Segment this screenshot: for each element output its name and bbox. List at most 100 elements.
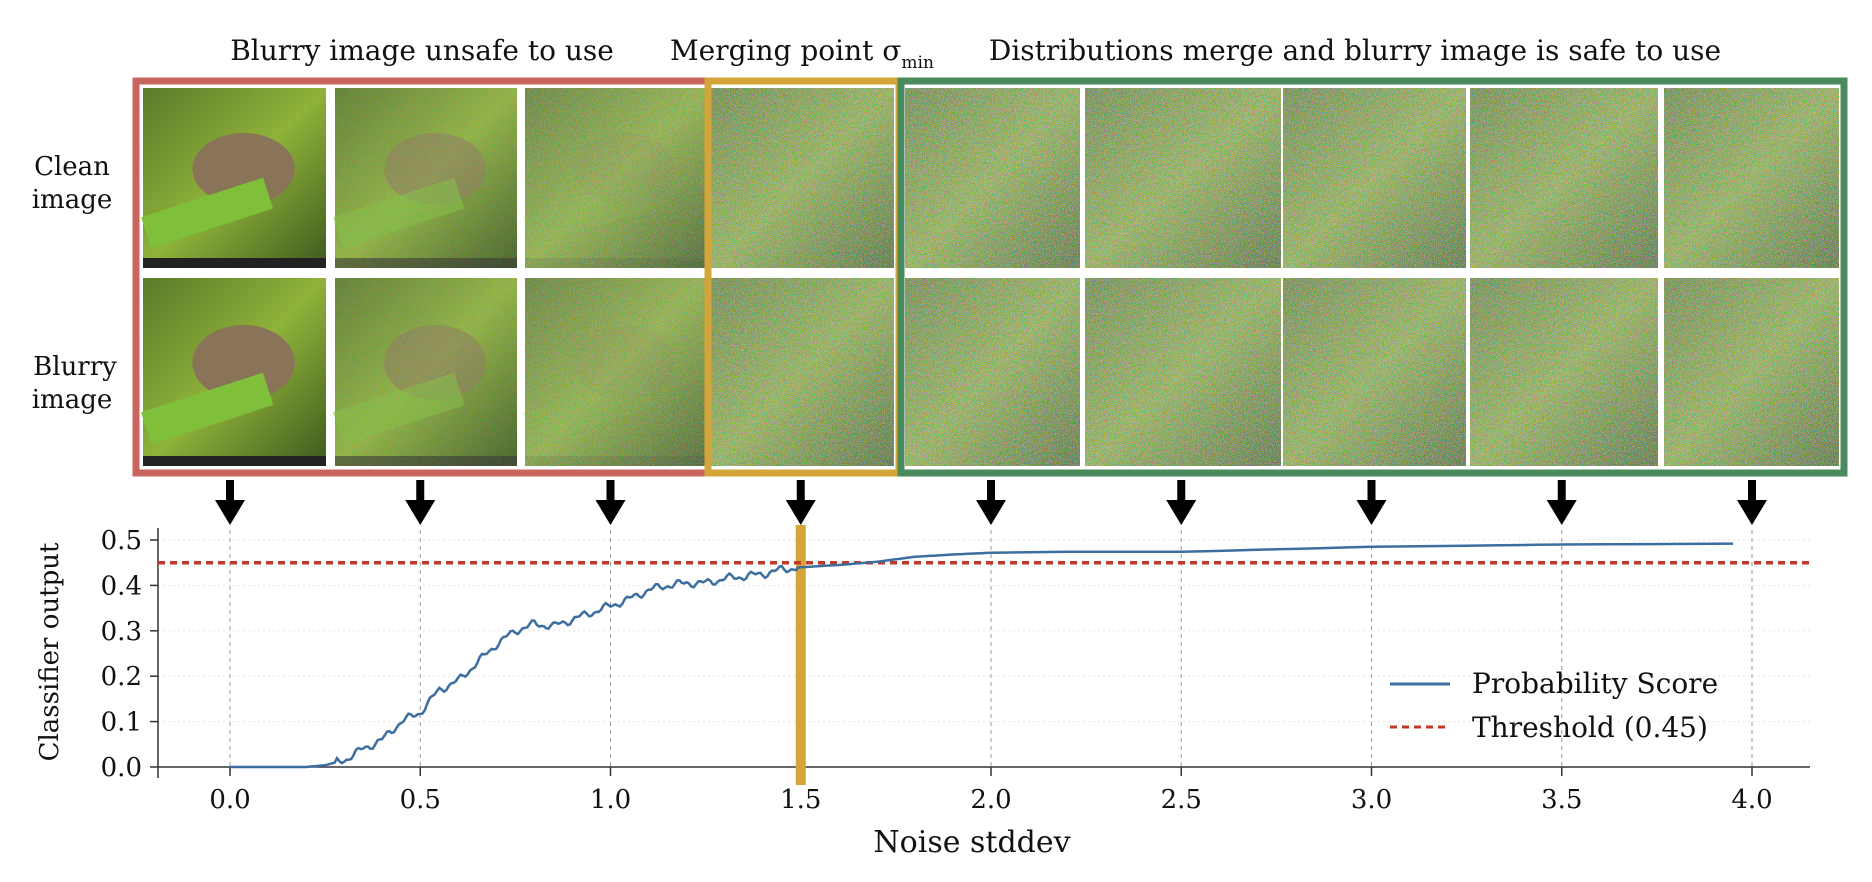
blurry-row-label-line2: image bbox=[32, 385, 113, 415]
legend: Probability Score Threshold (0.45) bbox=[1390, 667, 1718, 744]
arrow-shaft bbox=[1748, 480, 1756, 508]
noise-overlay bbox=[1085, 88, 1281, 268]
noise-overlay bbox=[711, 278, 894, 466]
leaf-shape bbox=[141, 372, 274, 445]
clean-image-tile bbox=[711, 88, 894, 268]
blurry-image-tile bbox=[333, 278, 517, 466]
arrow-head bbox=[785, 500, 816, 525]
arrow-head bbox=[215, 500, 245, 525]
arrow-head bbox=[1356, 500, 1387, 525]
blurry-image-tile bbox=[141, 278, 326, 466]
x-tick-label: 3.5 bbox=[1541, 785, 1582, 815]
arrow-shaft bbox=[1557, 480, 1566, 508]
down-arrow-icon bbox=[1356, 480, 1387, 525]
y-tick-label: 0.5 bbox=[101, 526, 142, 556]
frog-shape bbox=[192, 325, 295, 401]
blurry-image-tile bbox=[1664, 278, 1839, 466]
arrow-shaft bbox=[606, 480, 615, 508]
merge-point-bar bbox=[795, 525, 806, 785]
blurry-image-tile bbox=[1283, 278, 1466, 466]
x-tick-label: 3.0 bbox=[1351, 785, 1392, 815]
clean-image-tile bbox=[1664, 88, 1839, 268]
noise-overlay bbox=[1470, 278, 1658, 466]
x-tick-label: 1.0 bbox=[590, 785, 631, 815]
blurry-image-tile bbox=[1470, 278, 1658, 466]
down-arrow-icon bbox=[785, 480, 816, 525]
arrow-shaft bbox=[987, 480, 995, 508]
down-arrow-icon bbox=[1166, 480, 1197, 525]
noise-overlay bbox=[1664, 278, 1839, 466]
arrow-shaft bbox=[416, 480, 425, 508]
y-tick-label: 0.1 bbox=[101, 708, 142, 738]
noise-overlay bbox=[711, 88, 894, 268]
legend-label-probability: Probability Score bbox=[1472, 667, 1718, 700]
y-tick-label: 0.0 bbox=[101, 753, 142, 783]
down-arrow-icon bbox=[215, 480, 245, 525]
probability-score-line bbox=[230, 542, 1734, 769]
y-tick-label: 0.4 bbox=[101, 571, 142, 601]
down-arrow-icon bbox=[1546, 480, 1577, 525]
legend-label-threshold: Threshold (0.45) bbox=[1472, 711, 1708, 744]
x-tick-label: 4.0 bbox=[1731, 785, 1772, 815]
merge-title-subscript: min bbox=[901, 53, 934, 73]
clean-image-tile bbox=[523, 88, 706, 268]
clean-image-tile bbox=[1283, 88, 1466, 268]
caption-strip bbox=[143, 258, 326, 268]
x-axis-label: Noise stddev bbox=[873, 825, 1070, 860]
x-tick-label: 2.5 bbox=[1161, 785, 1202, 815]
arrow-shaft bbox=[226, 480, 234, 508]
clean-row-label-line1: Clean bbox=[34, 152, 110, 182]
noise-overlay bbox=[335, 88, 517, 268]
merge-region-title: Merging point σmin bbox=[670, 34, 934, 73]
noise-overlay bbox=[1664, 88, 1839, 268]
safe-region-title: Distributions merge and blurry image is … bbox=[989, 34, 1721, 67]
x-tick-label: 2.0 bbox=[970, 785, 1011, 815]
y-axis-label: Classifier output bbox=[35, 542, 65, 761]
x-tick-label: 1.5 bbox=[780, 785, 821, 815]
down-arrow-icon bbox=[595, 480, 626, 525]
y-tick-label: 0.3 bbox=[101, 617, 142, 647]
arrow-head bbox=[595, 500, 626, 525]
clean-image-tile bbox=[333, 88, 517, 268]
classifier-chart: 0.0 0.1 0.2 0.3 0.4 0.5 0.0 0.5 1.0 1.5 2.0 2.5 3.0 3… bbox=[35, 525, 1810, 860]
clean-image-tile bbox=[905, 88, 1080, 268]
clean-image-tile bbox=[141, 88, 326, 268]
unsafe-region-title: Blurry image unsafe to use bbox=[230, 34, 614, 67]
arrow-shaft bbox=[1367, 480, 1376, 508]
blurry-image-tile bbox=[523, 278, 706, 466]
x-tick-label: 0.0 bbox=[209, 785, 250, 815]
x-tick-label: 0.5 bbox=[400, 785, 441, 815]
noise-overlay bbox=[525, 88, 706, 268]
noise-overlay bbox=[1283, 88, 1466, 268]
noise-overlay bbox=[335, 278, 517, 466]
merge-title-main: Merging point σ bbox=[670, 34, 901, 67]
arrow-head bbox=[976, 500, 1006, 525]
blurry-image-tile bbox=[905, 278, 1080, 466]
arrow-row bbox=[215, 480, 1767, 525]
clean-row-label-line2: image bbox=[32, 185, 113, 215]
clean-image-tile bbox=[1470, 88, 1658, 268]
safe-region-box bbox=[897, 77, 1848, 477]
noise-overlay bbox=[1085, 278, 1281, 466]
image-grid bbox=[141, 88, 1839, 466]
arrow-head bbox=[1166, 500, 1197, 525]
leaf-shape bbox=[141, 177, 274, 249]
arrow-head bbox=[405, 500, 436, 525]
noise-overlay bbox=[905, 88, 1080, 268]
noise-overlay bbox=[905, 278, 1080, 466]
down-arrow-icon bbox=[1737, 480, 1767, 525]
noise-overlay bbox=[525, 278, 706, 466]
blurry-image-tile bbox=[1085, 278, 1281, 466]
arrow-head bbox=[1546, 500, 1577, 525]
blurry-image-tile bbox=[711, 278, 894, 466]
noise-overlay bbox=[1283, 278, 1466, 466]
arrow-head bbox=[1737, 500, 1767, 525]
down-arrow-icon bbox=[405, 480, 436, 525]
frog-shape bbox=[192, 133, 295, 205]
y-tick-label: 0.2 bbox=[101, 662, 142, 692]
arrow-shaft bbox=[1177, 480, 1186, 508]
caption-strip bbox=[143, 456, 326, 466]
clean-image-tile bbox=[1085, 88, 1281, 268]
blurry-row-label-line1: Blurry bbox=[33, 352, 117, 382]
